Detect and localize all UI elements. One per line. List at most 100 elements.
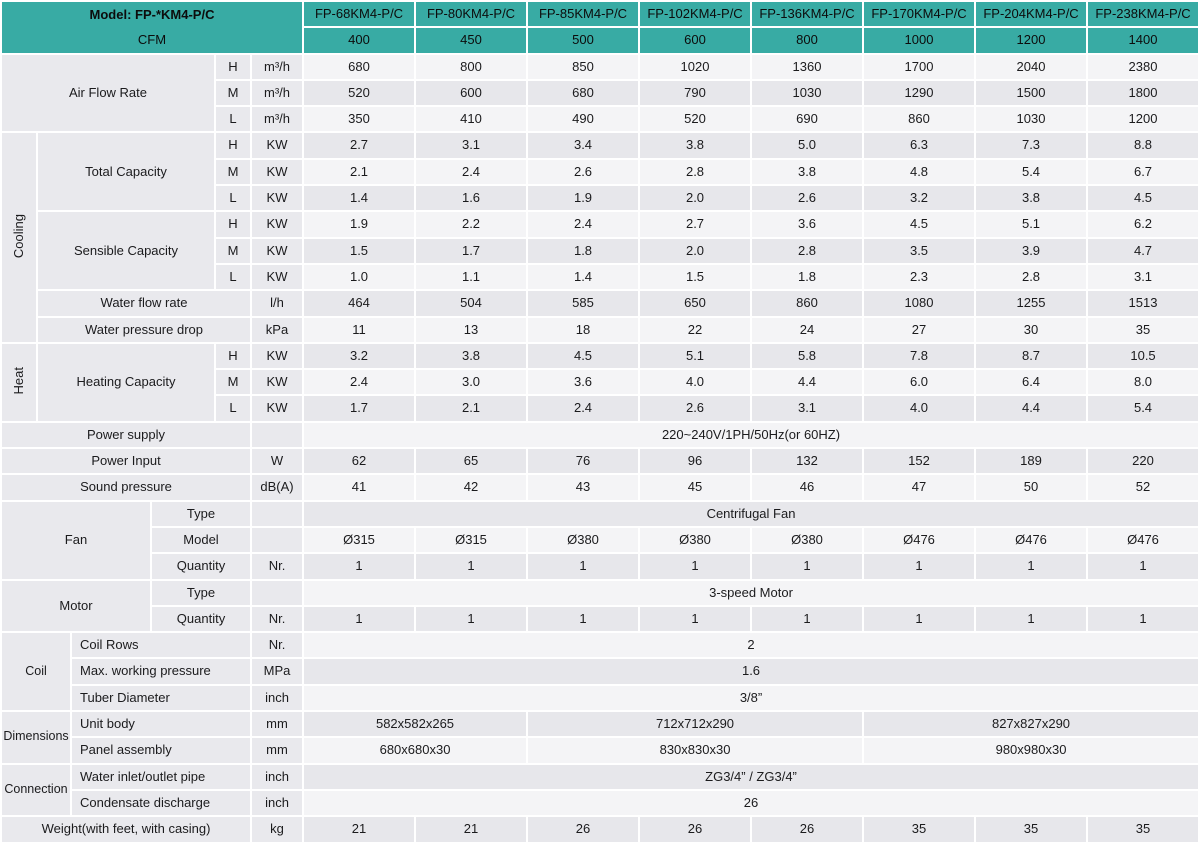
value-cell: 2040 [976, 54, 1087, 79]
value-cell: 5.8 [752, 343, 863, 369]
value-cell: 6.2 [1088, 212, 1199, 237]
value-cell: 1 [864, 554, 975, 579]
heat-vertical-label: Heat [10, 366, 26, 395]
cfm-label: CFM [137, 31, 167, 47]
table-row: Dimensions Unit body mm 582x582x265 712x… [2, 712, 1199, 763]
value-cell: 30 [976, 317, 1087, 342]
value-cell: 2.4 [416, 159, 527, 185]
value-cell: 2.4 [528, 396, 639, 421]
value-cell: 690 [752, 107, 863, 132]
row-label-fan-type: Type [152, 501, 250, 526]
unit-cell: KW [252, 396, 303, 421]
value-cell: 41 [304, 475, 415, 500]
row-label-sensible-capacity: Sensible Capacity [38, 212, 214, 290]
value-cell-condensate: 26 [304, 790, 1199, 816]
value-cell: 2.8 [640, 159, 751, 185]
value-cell: 24 [752, 317, 863, 342]
value-cell: 6.0 [864, 370, 975, 395]
value-cell: 1 [304, 554, 415, 579]
table-row: Weight(with feet, with casing) kg 21 21 26… [2, 817, 1199, 842]
table-row: Max. working pressure MPa 1.6 [2, 659, 1199, 684]
value-cell: 21 [304, 817, 415, 842]
value-cell: 8.7 [976, 343, 1087, 369]
section-label-connection: Connection [2, 764, 70, 816]
value-cell: FP-85KM4-P/C [528, 2, 639, 27]
value-cell: 7.3 [976, 133, 1087, 158]
value-cell: 504 [416, 291, 527, 316]
value-cell: 1 [528, 606, 639, 632]
value-cell: 350 [304, 107, 415, 132]
value-cell: 800 [752, 28, 863, 53]
value-cell: 62 [304, 449, 415, 474]
value-cell: 3.8 [640, 133, 751, 158]
value-cell: 3.2 [864, 186, 975, 211]
value-cell: 4.8 [864, 159, 975, 185]
value-cell-panel-assembly-3: 980x980x30 [864, 738, 1199, 763]
unit-cell: KW [252, 212, 303, 237]
table-row: Power Input W 62 65 76 96 132 152 189 220 [2, 449, 1199, 474]
speed-cell: M [216, 80, 250, 106]
value-cell: 3.8 [416, 343, 527, 369]
value-cell: 1.7 [304, 396, 415, 421]
value-cell-panel-assembly-2: 830x830x30 [528, 738, 863, 763]
value-cell: 46 [752, 475, 863, 500]
value-cell: FP-102KM4-P/C [640, 2, 751, 27]
value-cell-power-supply: 220~240V/1PH/50Hz(or 60HZ) [304, 422, 1199, 448]
value-cell: 3.4 [528, 133, 639, 158]
row-label-water-flow-rate: Water flow rate [38, 291, 250, 316]
value-cell: 8.0 [1088, 370, 1199, 395]
value-cell: 2.6 [528, 159, 639, 185]
value-cell: 1.9 [528, 186, 639, 211]
value-cell: 4.7 [1088, 238, 1199, 263]
unit-cell: MPa [252, 659, 303, 684]
value-cell: 1200 [1088, 107, 1199, 132]
speed-cell: H [216, 54, 250, 79]
value-cell: 860 [864, 107, 975, 132]
value-cell: 35 [864, 817, 975, 842]
value-cell: 1 [752, 606, 863, 632]
value-cell: 6.4 [976, 370, 1087, 395]
unit-cell: Nr. [252, 633, 303, 658]
value-cell: 4.0 [864, 396, 975, 421]
value-cell: 2.3 [864, 264, 975, 290]
value-cell: 3.0 [416, 370, 527, 395]
table-row: L KW 1.7 2.1 2.4 2.6 3.1 4.0 4.4 5.4 [2, 396, 1199, 421]
unit-cell: dB(A) [252, 475, 303, 500]
value-cell: 1 [864, 606, 975, 632]
value-cell: 1.6 [416, 186, 527, 211]
value-cell: 400 [304, 28, 415, 53]
value-cell: 27 [864, 317, 975, 342]
value-cell-unit-body-1: 582x582x265 [304, 712, 527, 737]
value-cell: Ø476 [1088, 527, 1199, 553]
value-cell: 3.1 [416, 133, 527, 158]
value-cell: Ø315 [416, 527, 527, 553]
value-cell: 6.7 [1088, 159, 1199, 185]
value-cell: 1.4 [304, 186, 415, 211]
row-label-weight: Weight(with feet, with casing) [2, 817, 250, 842]
unit-cell: KW [252, 186, 303, 211]
table-row: Motor Type 3-speed Motor [2, 580, 1199, 632]
value-cell: 152 [864, 449, 975, 474]
row-label-air-flow-rate: Air Flow Rate [2, 54, 214, 132]
section-label-cooling: Cooling [2, 133, 36, 342]
value-cell: 2.4 [304, 370, 415, 395]
value-cell: 8.8 [1088, 133, 1199, 158]
value-cell: 2.4 [528, 212, 639, 237]
value-cell: 2.6 [752, 186, 863, 211]
row-label-unit-body: Unit body [72, 712, 250, 737]
value-cell-tuber-diameter: 3/8” [304, 685, 1199, 711]
unit-cell: Nr. [252, 606, 303, 632]
section-label-dimensions: Dimensions [2, 712, 70, 763]
unit-cell: KW [252, 133, 303, 158]
value-cell: 1.4 [528, 264, 639, 290]
unit-cell: m³/h [252, 107, 303, 132]
table-row: Condensate discharge inch 26 [2, 790, 1199, 816]
value-cell: 21 [416, 817, 527, 842]
row-label-tuber-diameter: Tuber Diameter [72, 685, 250, 711]
table-row: Fan Type Centrifugal Fan [2, 501, 1199, 579]
value-cell: 4.4 [752, 370, 863, 395]
value-cell: 1 [1088, 554, 1199, 579]
table-row: Connection Water inlet/outlet pipe inch … [2, 764, 1199, 816]
value-cell: 10.5 [1088, 343, 1199, 369]
